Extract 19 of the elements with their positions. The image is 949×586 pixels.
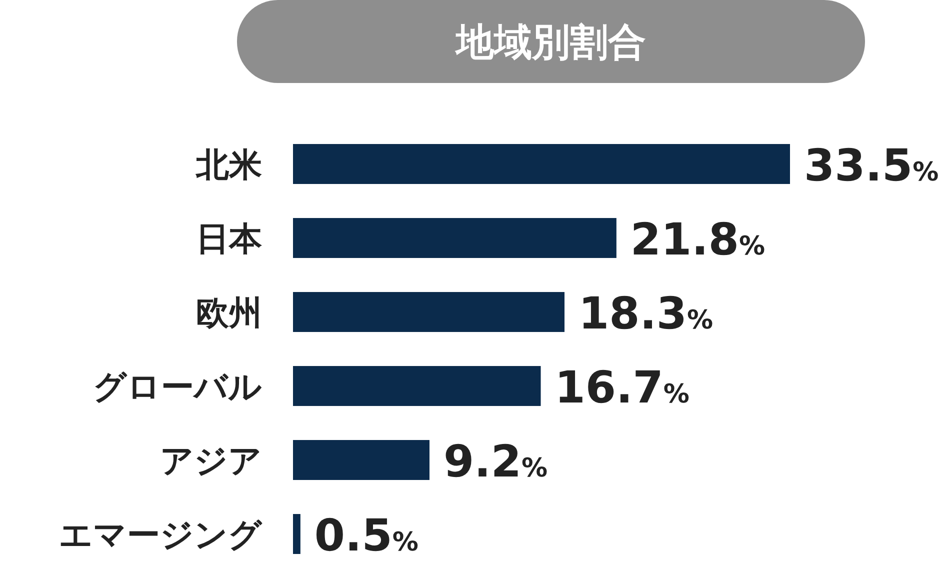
data-label: 33.5%: [804, 140, 939, 192]
bar: [293, 218, 616, 258]
bar: [293, 144, 790, 184]
y-tick-label: 日本: [196, 218, 263, 258]
bar: [293, 514, 300, 554]
bar: [293, 366, 541, 406]
chart-title: 地域別割合: [454, 20, 646, 64]
y-tick-label: 欧州: [196, 292, 262, 332]
y-tick-label: グローバル: [93, 366, 262, 406]
data-label: 16.7%: [554, 362, 690, 414]
y-tick-label: 北米: [195, 144, 262, 184]
bar: [293, 440, 430, 480]
bar: [293, 292, 564, 332]
data-label: 0.5%: [314, 510, 418, 562]
y-tick-label: エマージング: [59, 514, 263, 554]
y-tick-label: アジア: [160, 440, 262, 480]
data-label: 9.2%: [443, 436, 548, 488]
data-label: 18.3%: [578, 288, 714, 340]
data-label: 21.8%: [630, 214, 766, 266]
